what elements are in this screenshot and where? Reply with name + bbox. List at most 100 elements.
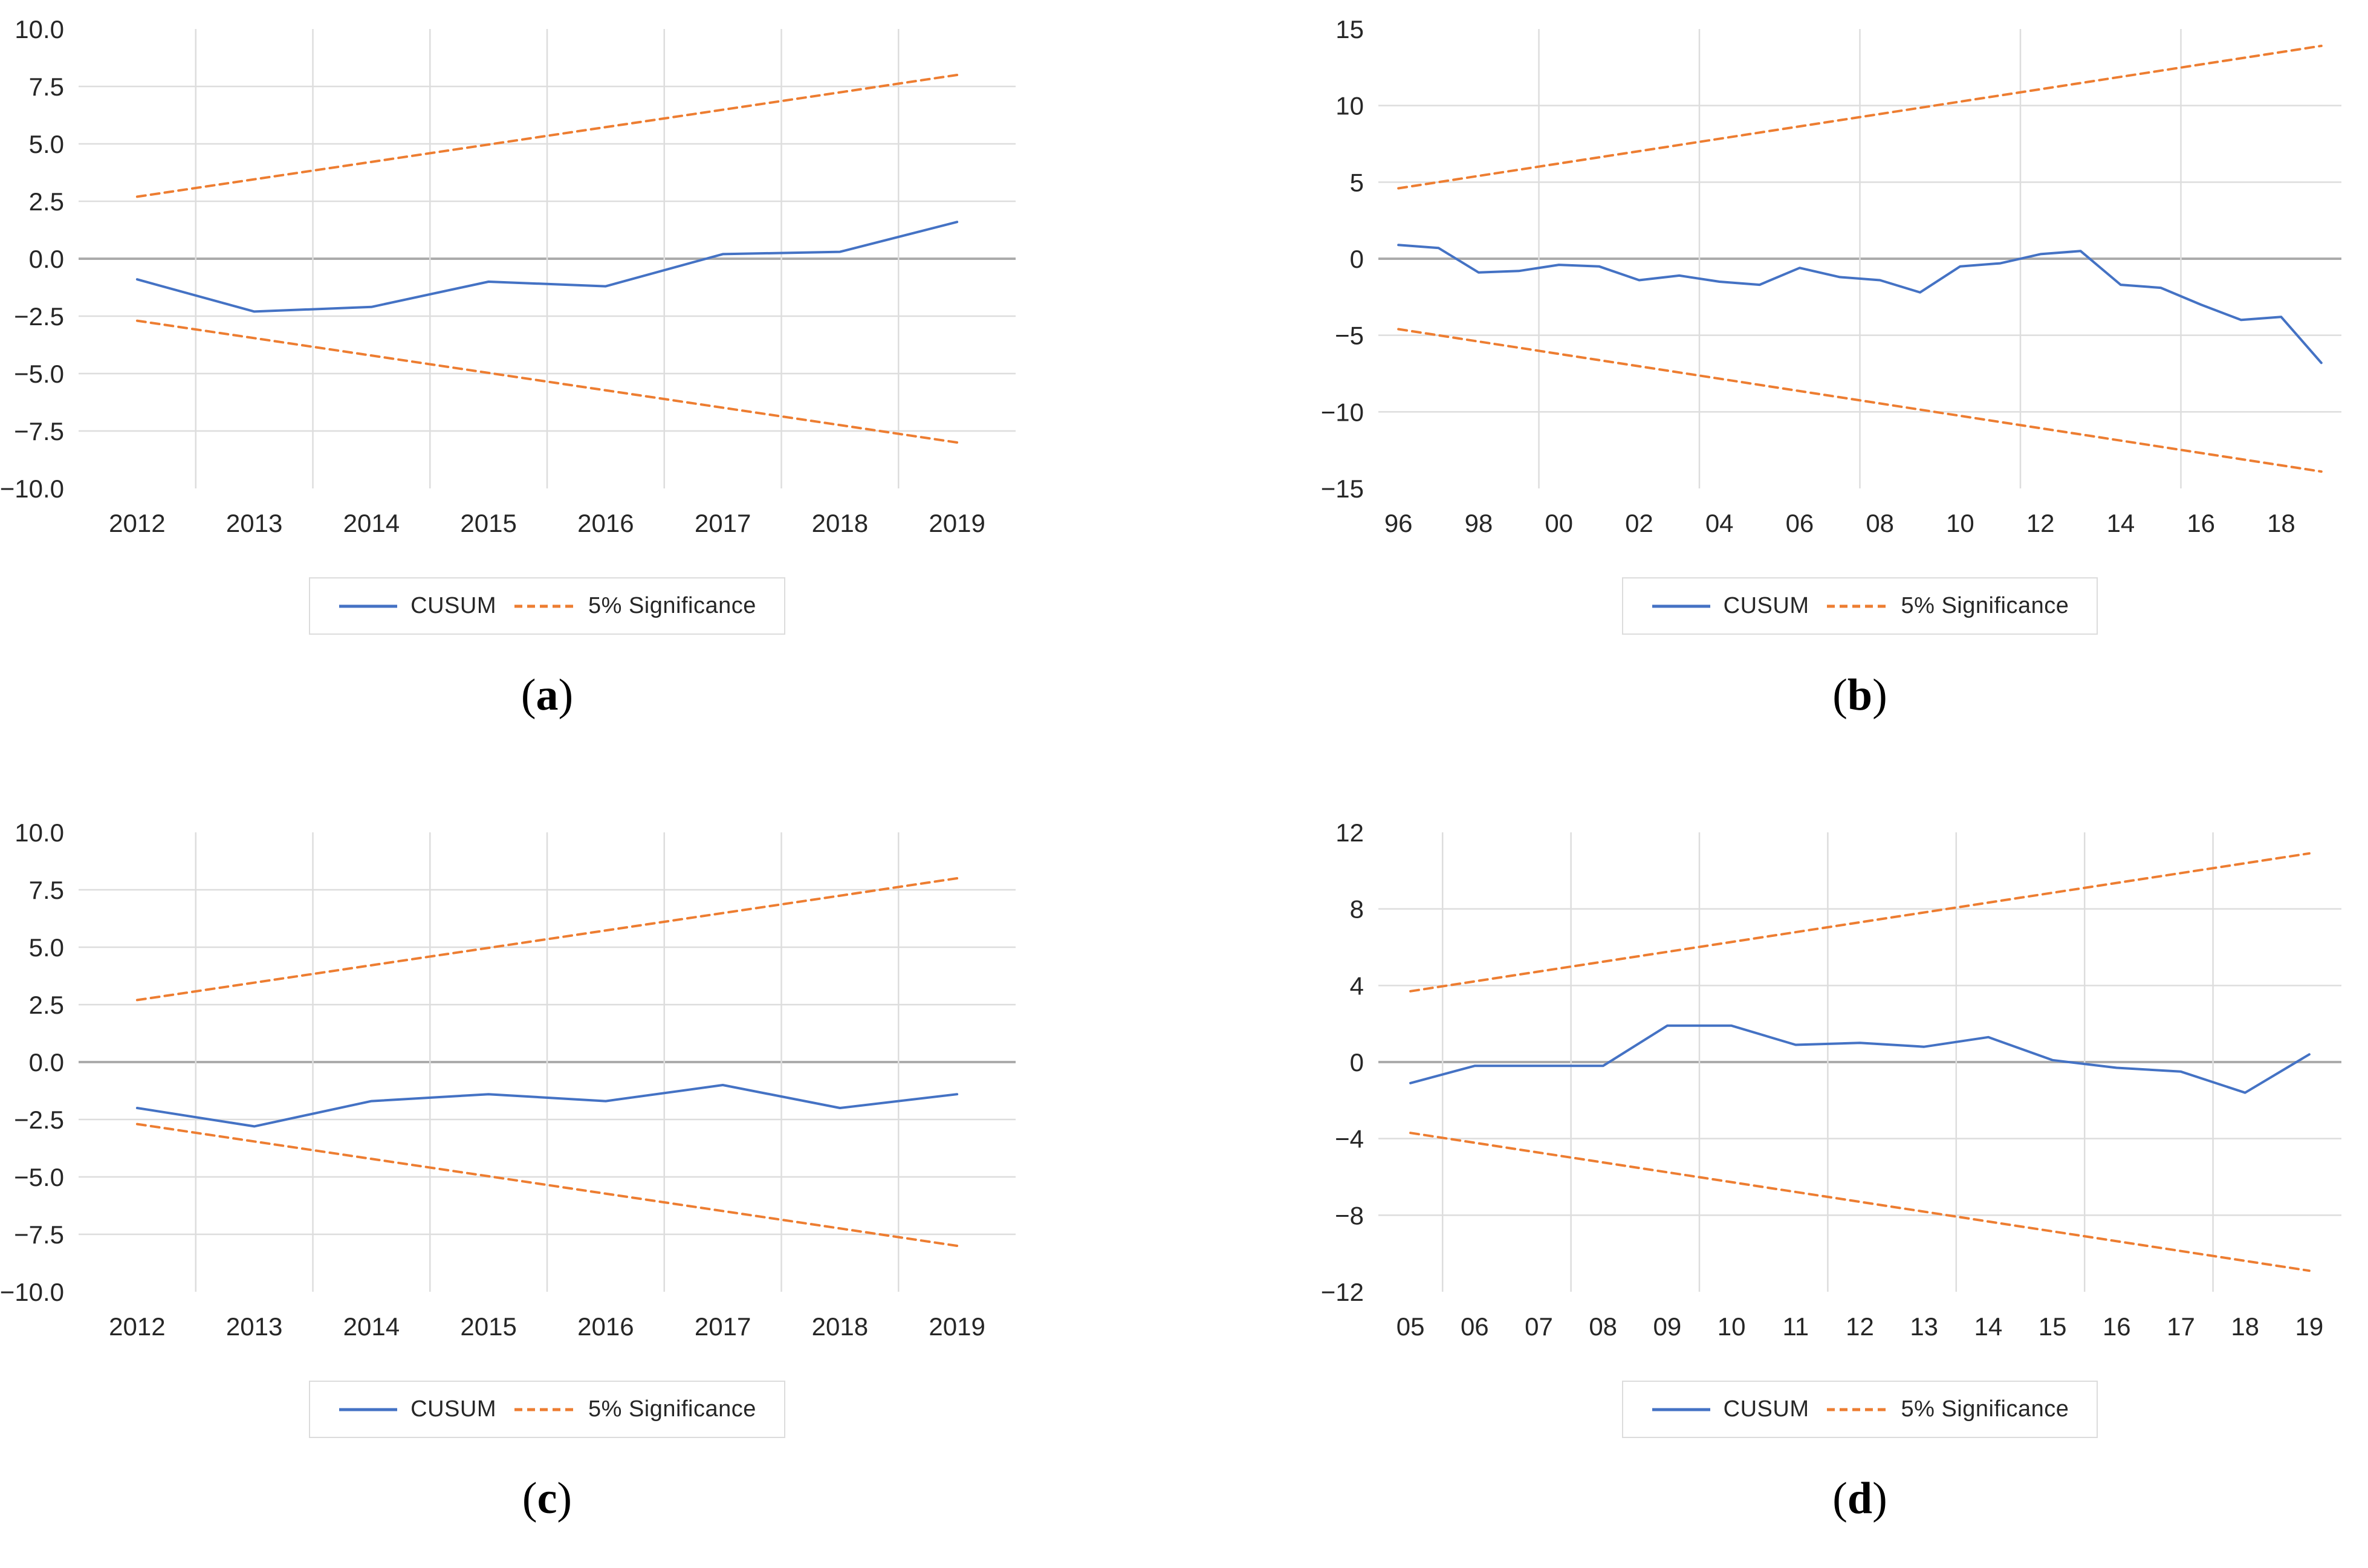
cusum-chart-a: 10.0 7.5 5.0 2.5 0.0 −2.5 −5.0 −7.5 −10.0 2012 201… — [0, 15, 1016, 537]
caption-letter: a — [536, 670, 559, 720]
x-tick-label: 16 — [2187, 509, 2215, 537]
y-tick-label: −5 — [1335, 322, 1364, 350]
legend-item-significance: 5% Significance — [513, 593, 756, 619]
legend-label-significance: 5% Significance — [1901, 1396, 2069, 1422]
x-tick-label: 04 — [1705, 509, 1734, 537]
y-tick-label: −2.5 — [14, 302, 64, 331]
caption-letter: d — [1847, 1474, 1873, 1523]
x-tick-label: 09 — [1653, 1312, 1682, 1341]
panel-b: 15 10 5 0 −5 −10 −15 96 98 00 02 04 06 08 10 12 14 16 18 C… — [1184, 0, 2368, 784]
x-tick-label: 2017 — [695, 509, 751, 537]
cusum-line-sample-icon — [1652, 604, 1710, 607]
x-tick-label: 17 — [2167, 1312, 2195, 1341]
legend-a: CUSUM 5% Significance — [309, 577, 785, 635]
legend-item-cusum: CUSUM — [1651, 593, 1809, 619]
cusum-line — [1397, 244, 2323, 364]
x-tick-label: 2018 — [812, 1312, 868, 1341]
significance-bound-line — [135, 319, 959, 444]
significance-line-sample-icon — [514, 1408, 575, 1411]
x-tick-label: 14 — [2107, 509, 2135, 537]
y-tick-label: −7.5 — [14, 417, 64, 445]
y-tick-label: 2.5 — [29, 991, 64, 1019]
caption-open-paren: ( — [1832, 1474, 1847, 1523]
x-tick-label: 06 — [1786, 509, 1814, 537]
y-tick-label: −8 — [1335, 1201, 1364, 1229]
x-tick-label: 2017 — [695, 1312, 751, 1341]
significance-bound-line — [1397, 44, 2323, 190]
y-tick-label: −10.0 — [0, 1278, 64, 1306]
y-tick-label: −12 — [1321, 1278, 1364, 1306]
panel-c: 10.0 7.5 5.0 2.5 0.0 −2.5 −5.0 −7.5 −10.0 2012 201… — [0, 784, 1184, 1568]
x-tick-label: 2015 — [460, 509, 516, 537]
caption-close-paren: ) — [557, 1474, 573, 1523]
y-tick-label: −7.5 — [14, 1220, 64, 1249]
y-tick-label: 15 — [1335, 15, 1364, 44]
cusum-line-sample-icon — [1652, 1408, 1710, 1411]
legend-d: CUSUM 5% Significance — [1621, 1381, 2098, 1438]
x-tick-label: 2012 — [109, 1312, 165, 1341]
caption-open-paren: ( — [1832, 670, 1847, 720]
y-tick-label: −5.0 — [14, 360, 64, 388]
significance-bound-line — [1409, 1132, 2311, 1272]
significance-line-sample-icon — [1827, 604, 1888, 607]
y-tick-label: −4 — [1335, 1125, 1364, 1153]
cusum-line — [135, 221, 959, 313]
y-tick-label: 5 — [1350, 168, 1364, 196]
legend-item-cusum: CUSUM — [1651, 1396, 1809, 1422]
caption-row-d: (d) — [1378, 1473, 2341, 1524]
x-tick-label: 2015 — [460, 1312, 516, 1341]
cusum-chart-c: 10.0 7.5 5.0 2.5 0.0 −2.5 −5.0 −7.5 −10.0 2012 201… — [0, 818, 1016, 1341]
x-tick-label: 08 — [1866, 509, 1894, 537]
significance-bound-line — [135, 877, 959, 1002]
y-tick-label: 5.0 — [29, 130, 64, 158]
cusum-chart-d: 12 8 4 0 −4 −8 −12 05 06 07 08 09 10 11 12 13 14 15 16 17 18… — [1321, 818, 2341, 1341]
x-tick-label: 14 — [1974, 1312, 2003, 1341]
caption-row-b: (b) — [1378, 670, 2341, 721]
y-tick-label: 0.0 — [29, 1048, 64, 1077]
caption-close-paren: ) — [1872, 670, 1887, 720]
caption-open-paren: ( — [522, 1474, 537, 1523]
legend-row-d: CUSUM 5% Significance — [1378, 1356, 2341, 1438]
panel-caption-a: (a) — [521, 670, 573, 721]
legend-c: CUSUM 5% Significance — [309, 1381, 785, 1438]
significance-bound-line — [1409, 852, 2311, 993]
caption-row-a: (a) — [79, 670, 1016, 721]
legend-row-b: CUSUM 5% Significance — [1378, 553, 2341, 635]
x-tick-label: 13 — [1910, 1312, 1938, 1341]
legend-item-significance: 5% Significance — [1826, 1396, 2069, 1422]
x-tick-label: 15 — [2039, 1312, 2067, 1341]
y-tick-label: 0 — [1350, 1048, 1364, 1077]
legend-row-a: CUSUM 5% Significance — [79, 553, 1016, 635]
significance-bound-line — [135, 74, 959, 198]
y-tick-label: 0 — [1350, 245, 1364, 273]
x-tick-label: 18 — [2267, 509, 2295, 537]
legend-label-significance: 5% Significance — [588, 593, 756, 618]
legend-label-cusum: CUSUM — [1723, 593, 1809, 618]
x-tick-label: 06 — [1461, 1312, 1489, 1341]
x-tick-label: 2012 — [109, 509, 165, 537]
x-tick-label: 96 — [1384, 509, 1413, 537]
x-tick-label: 2016 — [577, 509, 634, 537]
x-tick-label: 05 — [1396, 1312, 1425, 1341]
x-tick-label: 08 — [1589, 1312, 1617, 1341]
y-tick-label: 5.0 — [29, 933, 64, 962]
x-tick-label: 11 — [1782, 1312, 1809, 1341]
y-tick-label: −15 — [1321, 475, 1364, 503]
y-tick-label: 4 — [1350, 971, 1364, 1000]
legend-item-significance: 5% Significance — [1826, 593, 2069, 619]
significance-bound-line — [1397, 328, 2323, 473]
panel-a: 10.0 7.5 5.0 2.5 0.0 −2.5 −5.0 −7.5 −10.0 2012 201… — [0, 0, 1184, 784]
x-tick-label: 12 — [1846, 1312, 1874, 1341]
panel-caption-c: (c) — [522, 1473, 572, 1524]
x-tick-label: 19 — [2295, 1312, 2324, 1341]
legend-row-c: CUSUM 5% Significance — [79, 1356, 1016, 1438]
x-tick-label: 2018 — [812, 509, 868, 537]
cusum-line — [1409, 1024, 2311, 1094]
panel-d: 12 8 4 0 −4 −8 −12 05 06 07 08 09 10 11 12 13 14 15 16 17 18… — [1184, 784, 2368, 1568]
y-tick-label: −10.0 — [0, 475, 64, 503]
significance-line-sample-icon — [514, 604, 575, 607]
y-tick-label: 10.0 — [15, 15, 64, 44]
panel-caption-b: (b) — [1832, 670, 1887, 721]
x-tick-label: 07 — [1525, 1312, 1553, 1341]
